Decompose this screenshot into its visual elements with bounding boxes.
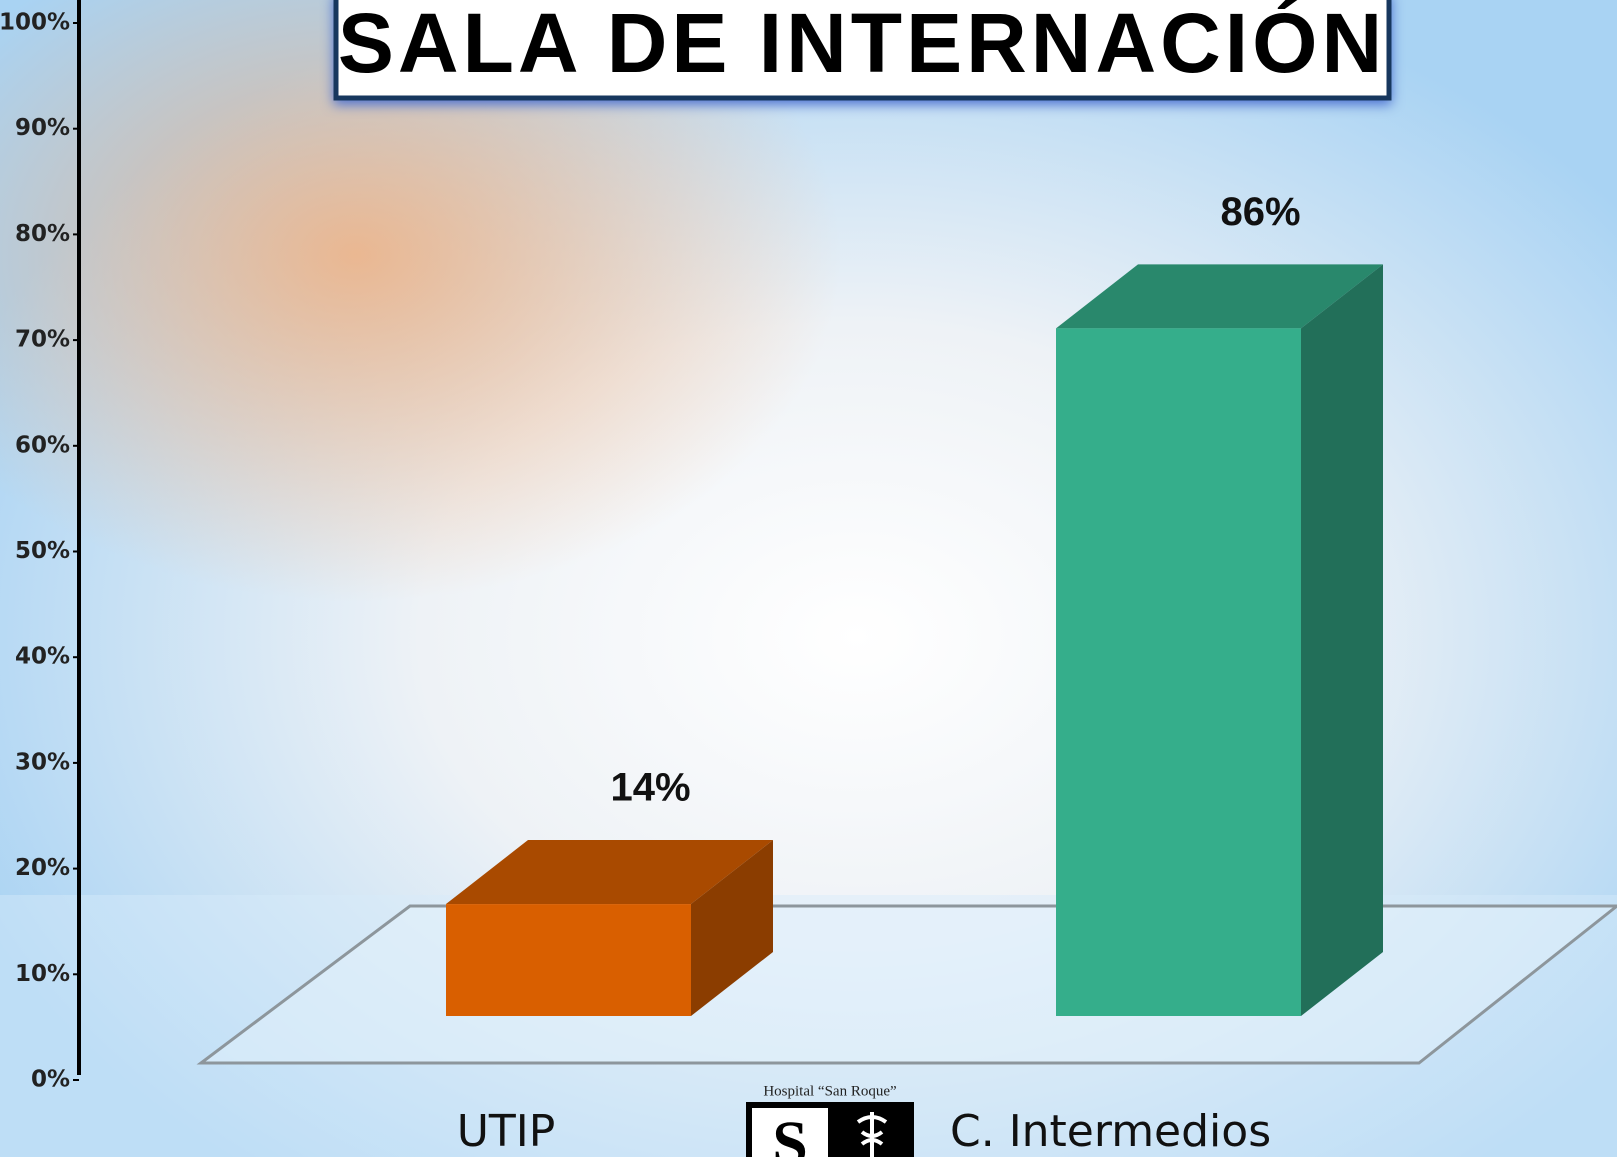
bar — [446, 904, 691, 1016]
y-tick-label: 50% — [15, 538, 70, 564]
logo-s-box — [752, 1108, 828, 1157]
y-tick-label: 90% — [15, 115, 70, 141]
y-tick-label: 100% — [0, 10, 70, 36]
floor — [196, 904, 1617, 1065]
logo-caption: Hospital “San Roque” — [763, 1083, 896, 1099]
logo-letter: S — [772, 1108, 808, 1157]
y-tick-label: 40% — [15, 644, 70, 670]
y-tick-label: 0% — [31, 1067, 70, 1093]
y-tick-label: 30% — [15, 749, 70, 775]
value-label: 86% — [1220, 190, 1300, 234]
y-tick-label: 80% — [15, 221, 70, 247]
y-tick-label: 60% — [15, 432, 70, 458]
x-tick-label: UTIP — [457, 1106, 556, 1157]
logo-caduceus — [856, 1112, 888, 1157]
bar — [1056, 328, 1301, 1016]
y-tick-label: 70% — [15, 327, 70, 353]
logo: Hospital “San Roque” S — [746, 1083, 914, 1157]
y-tick-label: 20% — [15, 855, 70, 881]
bar-top — [1056, 264, 1383, 329]
title-box — [333, 0, 1392, 101]
bar-top — [446, 840, 773, 905]
bar-side — [691, 840, 773, 1016]
x-tick-label: C. Intermedios — [950, 1106, 1271, 1157]
y-tick-label: 10% — [15, 961, 70, 987]
value-label: 14% — [610, 766, 690, 810]
bar-side — [1301, 264, 1383, 1016]
chart-title: SALA DE INTERNACIÓN — [338, 0, 1386, 90]
